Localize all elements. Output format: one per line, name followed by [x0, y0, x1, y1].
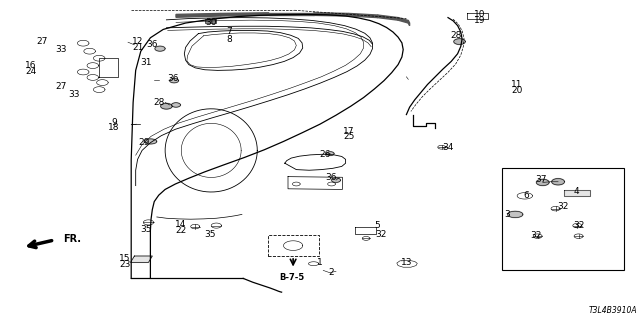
Text: 2: 2 [329, 268, 334, 277]
Text: 12: 12 [132, 37, 143, 46]
Bar [502, 168, 624, 270]
Text: 26: 26 [319, 150, 331, 159]
Text: 32: 32 [573, 221, 585, 230]
Polygon shape [131, 256, 152, 262]
Polygon shape [564, 190, 590, 196]
Text: 7: 7 [227, 28, 232, 36]
Text: 17: 17 [343, 127, 355, 136]
Text: 27: 27 [36, 37, 48, 46]
Text: 19: 19 [474, 16, 486, 25]
Text: 25: 25 [343, 132, 355, 141]
Text: 9: 9 [111, 118, 116, 127]
Text: 36: 36 [167, 74, 179, 83]
Text: 28: 28 [451, 31, 462, 40]
Text: 29: 29 [138, 138, 150, 147]
Text: 35: 35 [140, 225, 152, 234]
Text: 11: 11 [511, 80, 523, 89]
Polygon shape [269, 13, 314, 15]
Polygon shape [172, 103, 180, 107]
Polygon shape [552, 179, 564, 185]
Text: FR.: FR. [63, 234, 81, 244]
Text: 36: 36 [147, 40, 158, 49]
Text: 6: 6 [524, 191, 529, 200]
Text: 34: 34 [442, 143, 454, 152]
Text: 18: 18 [108, 124, 120, 132]
Polygon shape [332, 178, 340, 182]
Polygon shape [314, 13, 349, 16]
Text: 20: 20 [511, 86, 523, 95]
Polygon shape [408, 20, 410, 26]
Polygon shape [326, 152, 334, 156]
Text: 32: 32 [531, 231, 542, 240]
Text: 14: 14 [175, 220, 187, 229]
Polygon shape [221, 13, 269, 16]
Text: 23: 23 [119, 260, 131, 269]
Polygon shape [454, 39, 465, 44]
Text: 13: 13 [401, 258, 412, 267]
Polygon shape [349, 13, 378, 18]
Text: 27: 27 [55, 82, 67, 91]
Text: T3L4B3910A: T3L4B3910A [588, 306, 637, 315]
Polygon shape [155, 46, 165, 51]
Polygon shape [508, 211, 523, 218]
Text: 35: 35 [204, 230, 216, 239]
Text: 32: 32 [375, 230, 387, 239]
Text: 36: 36 [326, 173, 337, 182]
Text: 10: 10 [474, 10, 486, 19]
Polygon shape [161, 103, 172, 109]
Polygon shape [176, 13, 221, 17]
Text: 32: 32 [557, 202, 569, 211]
Polygon shape [170, 78, 179, 83]
Bar [205, 19, 216, 23]
Bar [268, 235, 319, 256]
Polygon shape [378, 15, 398, 20]
Text: 3: 3 [505, 210, 510, 219]
Text: B-7-5: B-7-5 [279, 273, 305, 282]
Text: 5: 5 [375, 221, 380, 230]
Text: 33: 33 [55, 45, 67, 54]
Text: 31: 31 [140, 58, 152, 67]
Text: 30: 30 [205, 18, 217, 27]
Text: 21: 21 [132, 43, 143, 52]
Text: 24: 24 [25, 67, 36, 76]
Polygon shape [536, 179, 549, 186]
Polygon shape [398, 18, 408, 23]
Text: 22: 22 [175, 226, 187, 235]
Text: 15: 15 [119, 254, 131, 263]
Text: 1: 1 [317, 258, 323, 267]
Text: 8: 8 [227, 35, 232, 44]
Text: 16: 16 [25, 61, 36, 70]
Polygon shape [144, 139, 157, 144]
Text: 37: 37 [535, 175, 547, 184]
Text: 28: 28 [153, 98, 164, 107]
Text: 33: 33 [68, 90, 79, 99]
Text: 4: 4 [573, 188, 579, 196]
